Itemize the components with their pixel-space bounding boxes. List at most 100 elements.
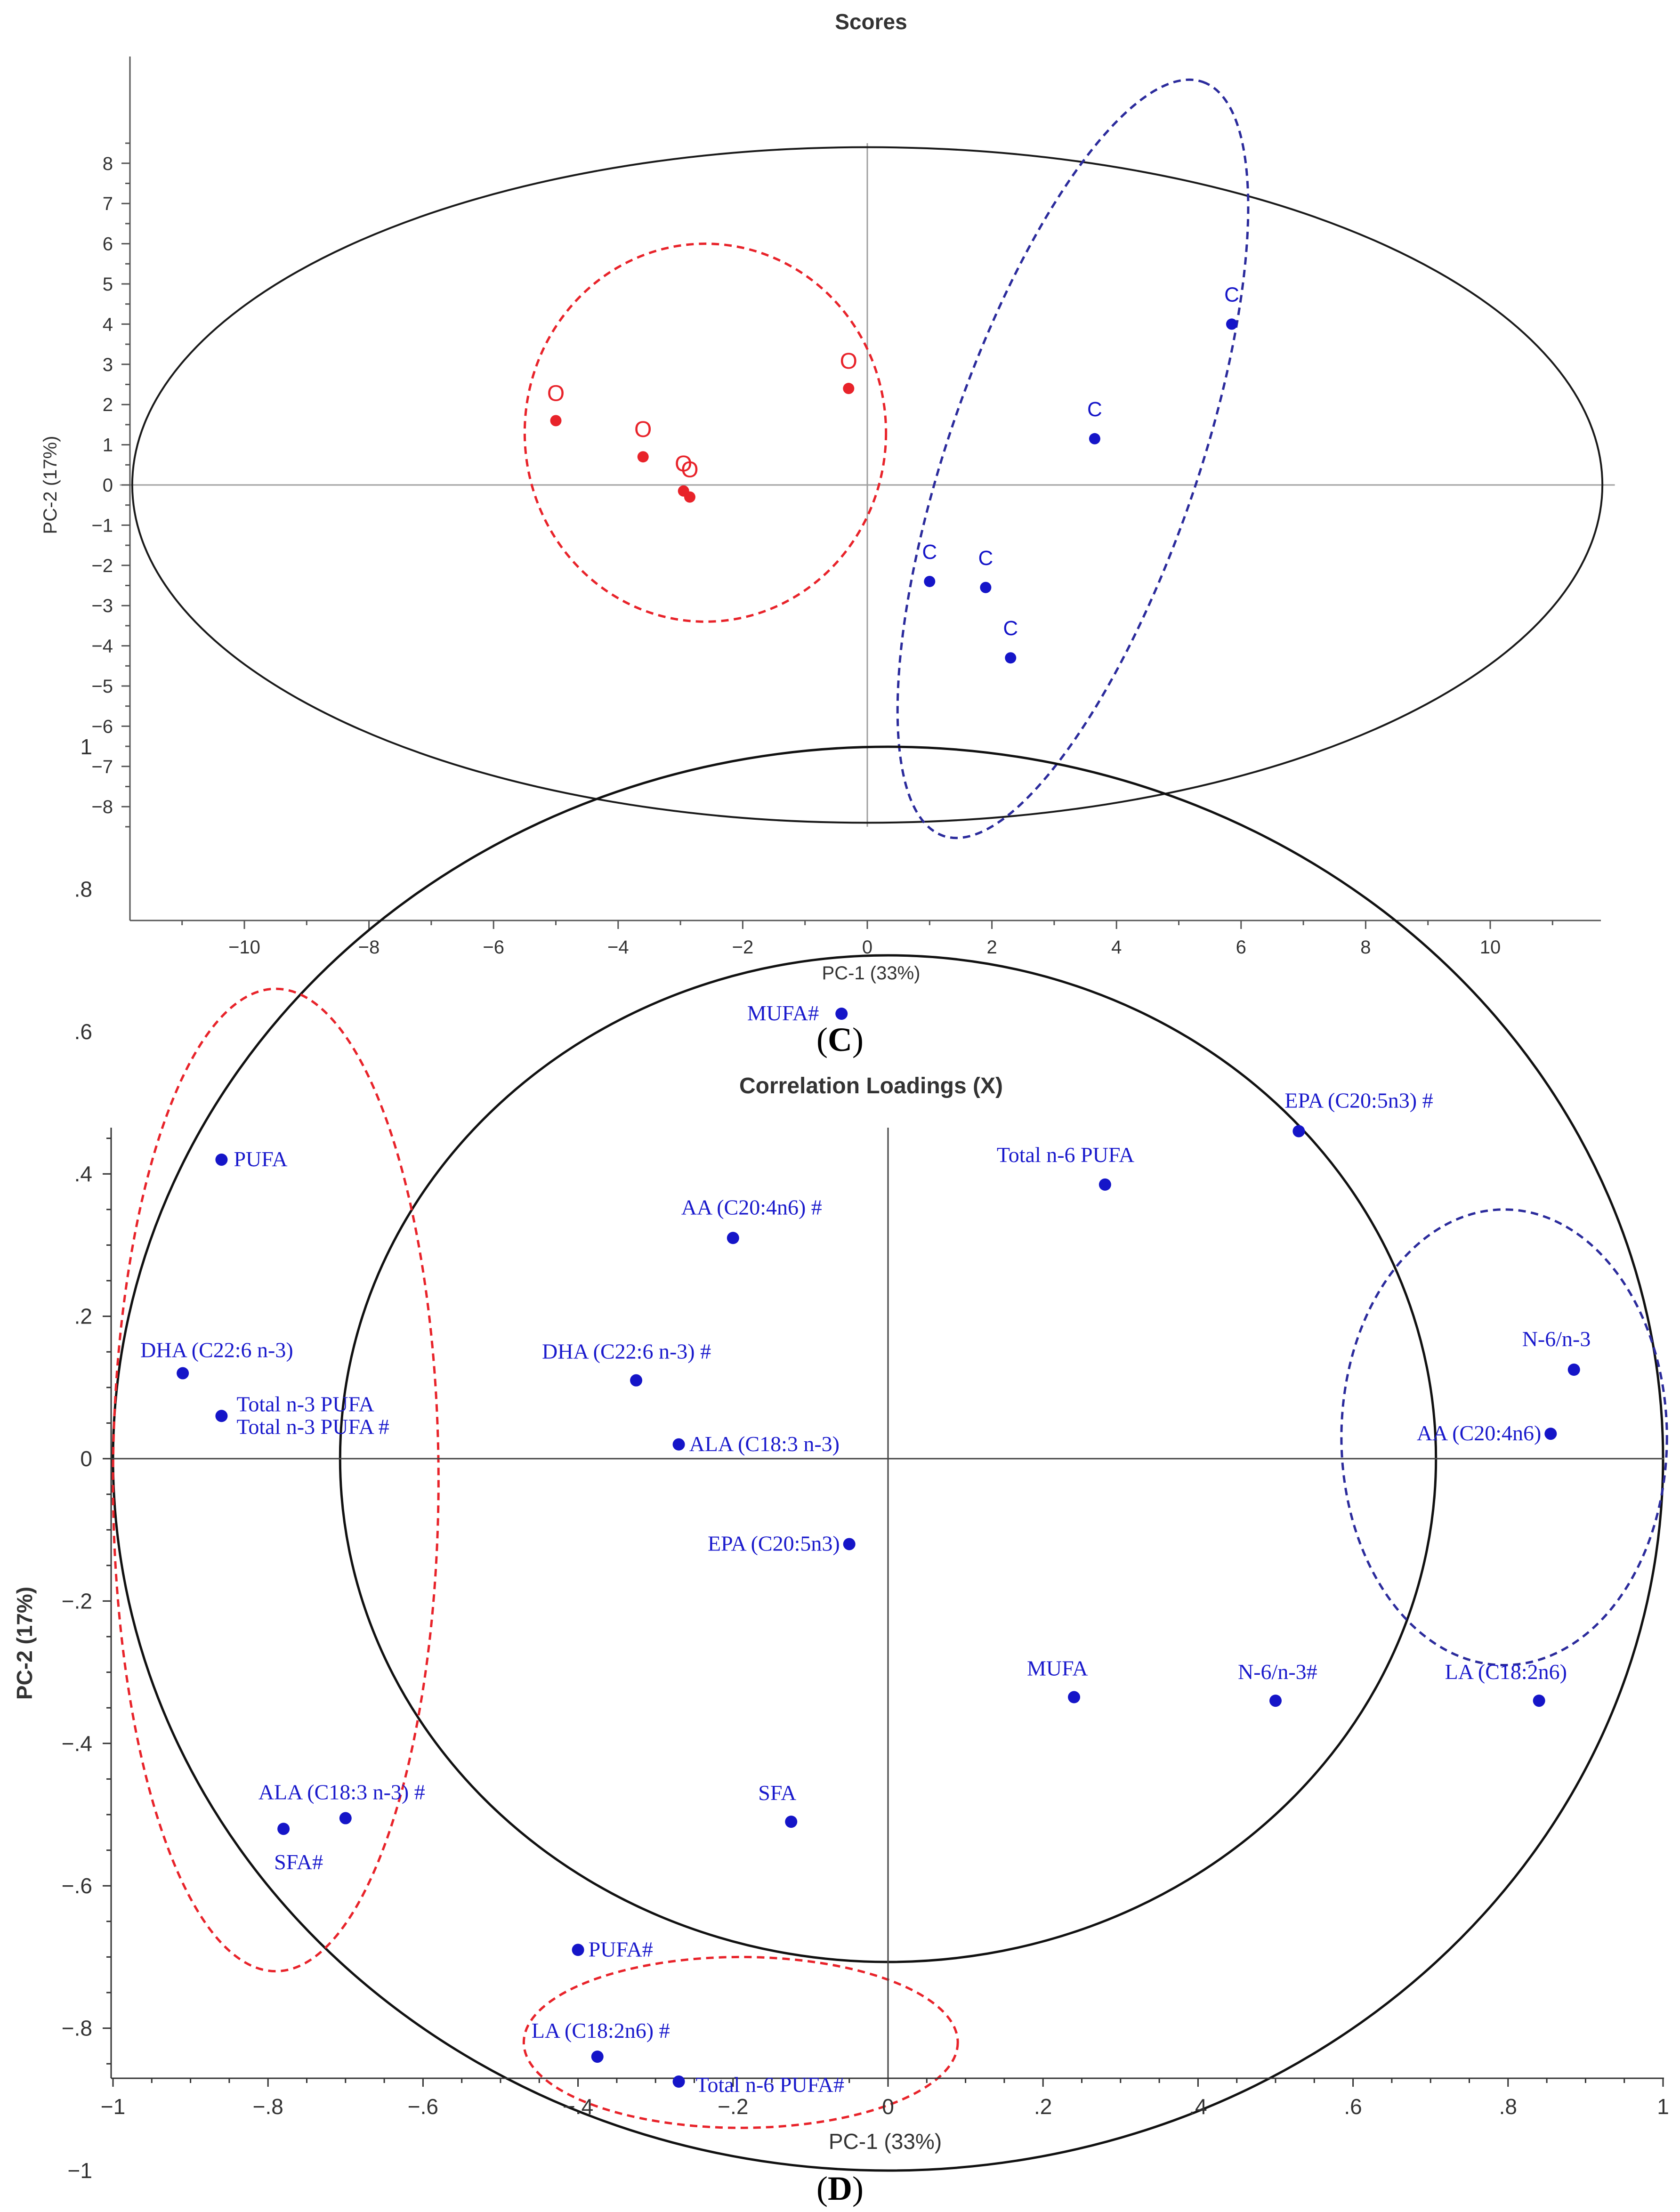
chart-title: Scores	[835, 9, 907, 34]
ellipse-layer	[131, 78, 1604, 840]
point-label: O	[634, 417, 652, 442]
y-tick-label: −7	[91, 757, 113, 777]
loading-label: Total n-3 PUFA	[236, 1392, 374, 1416]
loading-label: PUFA#	[589, 1937, 653, 1961]
y-tick-label: 7	[103, 194, 113, 214]
data-point-o	[637, 451, 649, 463]
grid-layer	[120, 143, 1615, 827]
y-tick-label: 0	[80, 1446, 92, 1471]
y-tick-label: .2	[74, 1304, 92, 1329]
loading-point	[843, 1538, 856, 1550]
x-axis-label: PC-1 (33%)	[822, 963, 921, 984]
x-tick-label: 2	[986, 937, 997, 958]
data-point-c	[924, 575, 936, 587]
loading-label: Total n-6 PUFA#	[696, 2073, 844, 2097]
loading-point	[672, 2075, 685, 2088]
group-ellipse	[1340, 1208, 1668, 1666]
loading-point	[630, 1374, 643, 1387]
loading-point	[1567, 1364, 1580, 1376]
point-label: C	[1224, 283, 1239, 306]
y-tick-label: −3	[91, 596, 113, 616]
y-tick-label: 5	[103, 274, 113, 295]
y-tick-label: 1	[80, 735, 92, 759]
data-point-c	[1226, 318, 1237, 330]
loadings-panel: Correlation Loadings (X) 1 .8 .6 .4 .2 0 −.2 −.…	[12, 735, 1669, 2183]
loading-point	[1292, 1125, 1305, 1138]
x-tick-label: 0	[882, 2094, 894, 2119]
loading-label: EPA (C20:5n3)	[708, 1531, 840, 1555]
loading-point	[1533, 1695, 1545, 1707]
axes-layer: 1 .8 .6 .4 .2 0 −.2 −.4 −.6 −.8 −1 −1 −.8 −.6 −.4 −.2 0.…	[62, 735, 1669, 2183]
data-point-c	[1005, 652, 1017, 664]
loading-label: PUFA	[234, 1147, 287, 1171]
y-tick-label: 3	[103, 355, 113, 375]
data-point-o	[684, 491, 695, 503]
loading-label: SFA	[758, 1781, 796, 1805]
loading-label: AA (C20:4n6) #	[681, 1195, 822, 1219]
loading-point	[339, 1812, 352, 1824]
y-tick-label: 8	[103, 153, 113, 174]
loading-label: Total n-3 PUFA #	[236, 1414, 389, 1438]
loading-label: MUFA	[1027, 1656, 1088, 1680]
y-tick-label: 4	[103, 314, 113, 335]
y-axis-label: PC-2 (17%)	[40, 436, 61, 534]
x-axis-label: PC-1 (33%)	[829, 2129, 942, 2154]
group-ellipse-o	[523, 242, 888, 623]
loading-label: ALA (C18:3 n-3)	[689, 1432, 840, 1456]
y-tick-label: −8	[91, 797, 113, 817]
y-tick-label: 2	[103, 395, 113, 415]
loading-point	[215, 1410, 228, 1422]
group-ellipse	[112, 987, 440, 1973]
loading-point	[215, 1153, 228, 1166]
panel-caption-d: (D)	[816, 2170, 864, 2207]
x-tick-label: −.6	[408, 2094, 438, 2119]
loading-point	[177, 1367, 189, 1380]
point-label: C	[1087, 398, 1102, 421]
data-point-o	[843, 383, 855, 395]
point-label: O	[675, 452, 692, 476]
loading-point	[591, 2051, 604, 2063]
loading-point	[1068, 1691, 1081, 1703]
x-tick-label: 8	[1360, 937, 1371, 958]
y-tick-label: .6	[74, 1019, 92, 1044]
points-layer: MUFA# EPA (C20:5n3) # Total n-6 PUFA PUFA AA…	[140, 1001, 1591, 2097]
x-tick-label: −.4	[563, 2094, 593, 2119]
x-tick-label: .4	[1189, 2094, 1207, 2119]
loading-point	[672, 1438, 685, 1451]
loading-point	[1269, 1695, 1282, 1707]
x-tick-label: −.8	[253, 2094, 283, 2119]
loading-label: ALA (C18:3 n-3) #	[258, 1780, 425, 1804]
x-tick-label: −4	[607, 937, 629, 958]
y-tick-label: −.2	[62, 1589, 92, 1613]
group-ellipse-c	[896, 78, 1250, 840]
loading-point	[785, 1816, 798, 1828]
loading-label: SFA#	[274, 1850, 323, 1874]
x-tick-label: −1	[101, 2094, 125, 2119]
y-tick-label: 1	[103, 435, 113, 456]
x-tick-label: .2	[1034, 2094, 1052, 2119]
group-ellipse	[522, 1955, 959, 2129]
caption-letter: D	[828, 2170, 852, 2207]
panel-caption-c: (C)	[816, 1021, 864, 1058]
loading-label: DHA (C22:6 n-3)	[140, 1338, 293, 1362]
x-tick-label: −2	[732, 937, 754, 958]
point-label: O	[681, 458, 698, 483]
x-tick-label: 4	[1111, 937, 1122, 958]
chart-title: Correlation Loadings (X)	[739, 1074, 1003, 1098]
caption-letter: C	[828, 1021, 852, 1058]
loading-point	[1098, 1178, 1111, 1191]
x-tick-label: 6	[1236, 937, 1246, 958]
y-tick-label: −.8	[62, 2016, 92, 2041]
y-tick-label: −6	[91, 716, 113, 737]
point-label: C	[922, 541, 937, 564]
y-tick-label: −4	[91, 636, 113, 657]
loading-point	[1544, 1428, 1557, 1440]
x-tick-label: .6	[1344, 2094, 1362, 2119]
x-tick-label: −8	[358, 937, 380, 958]
loading-label: LA (C18:2n6)	[1445, 1660, 1567, 1684]
loading-point	[572, 1944, 584, 1956]
y-tick-label: .4	[74, 1162, 92, 1186]
